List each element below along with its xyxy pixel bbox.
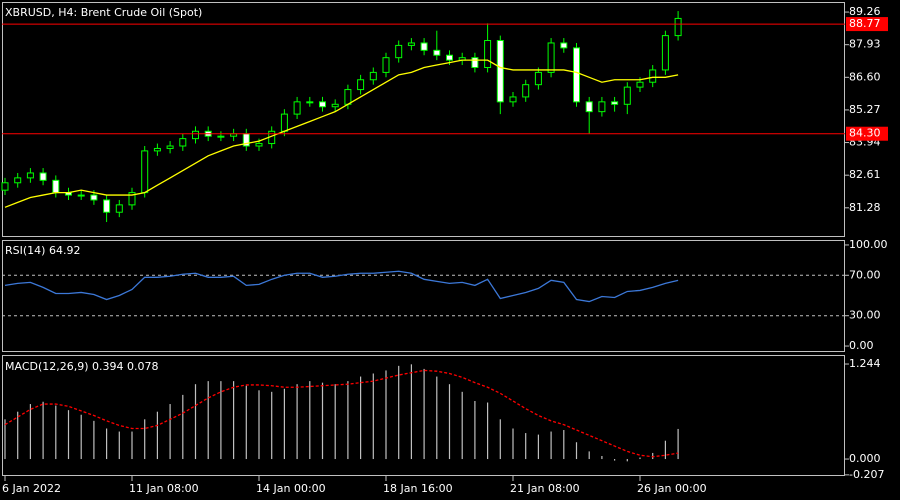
y-tick-label: 85.27 bbox=[849, 103, 881, 116]
candle-body bbox=[280, 113, 288, 132]
candle-body bbox=[293, 101, 301, 115]
candle-body bbox=[14, 177, 22, 184]
candle-body bbox=[446, 54, 453, 61]
moving-average bbox=[4, 59, 679, 208]
y-tick-label: 1.244 bbox=[849, 357, 881, 370]
x-tick-label: 14 Jan 00:00 bbox=[256, 482, 326, 495]
y-tick-label: 89.26 bbox=[849, 5, 881, 18]
candle-body bbox=[598, 101, 606, 113]
x-tick-label: 26 Jan 00:00 bbox=[637, 482, 707, 495]
candle-body bbox=[255, 143, 263, 147]
candle-body bbox=[496, 40, 504, 103]
candle-body bbox=[331, 103, 339, 108]
y-tick-label: 86.60 bbox=[849, 70, 881, 83]
candle-body bbox=[153, 147, 161, 152]
candle-body bbox=[52, 179, 60, 194]
y-tick-label: 100.00 bbox=[849, 238, 888, 251]
candle-body bbox=[522, 84, 530, 98]
candle-body bbox=[319, 101, 326, 108]
candle-body bbox=[674, 17, 682, 37]
candle-body bbox=[661, 35, 669, 71]
y-tick-label: 87.93 bbox=[849, 38, 881, 51]
candle-body bbox=[382, 57, 390, 73]
price-line-label-bg bbox=[846, 17, 888, 32]
candle-body bbox=[39, 172, 47, 181]
candle-body bbox=[141, 150, 149, 194]
candle-body bbox=[547, 42, 555, 73]
candle-body bbox=[484, 40, 492, 68]
y-tick-label: -0.207 bbox=[849, 468, 884, 481]
candle-body bbox=[217, 135, 225, 138]
rsi-line bbox=[4, 270, 679, 303]
candle-body bbox=[560, 42, 568, 49]
candle-body bbox=[128, 192, 136, 206]
candle-body bbox=[166, 145, 174, 149]
candle-body bbox=[344, 89, 352, 105]
candle-body bbox=[534, 71, 542, 86]
price-line-label: 84.30 bbox=[849, 127, 881, 140]
candle-body bbox=[90, 194, 98, 201]
price-line-label: 88.77 bbox=[849, 17, 881, 30]
x-tick-label: 11 Jan 08:00 bbox=[129, 482, 199, 495]
panel-title: RSI(14) 64.92 bbox=[5, 244, 80, 257]
candle-body bbox=[115, 204, 123, 213]
x-tick-label: 18 Jan 16:00 bbox=[383, 482, 453, 495]
candle-body bbox=[611, 101, 619, 105]
candle-body bbox=[585, 101, 593, 113]
candle-body bbox=[1, 182, 9, 191]
candle-body bbox=[103, 199, 111, 213]
panel-title: XBRUSD, H4: Brent Crude Oil (Spot) bbox=[5, 6, 202, 19]
candle-body bbox=[369, 71, 377, 81]
candle-body bbox=[623, 86, 631, 105]
y-tick-label: 0.000 bbox=[849, 452, 881, 465]
candle-body bbox=[433, 49, 441, 56]
price-panel bbox=[2, 2, 845, 237]
candle-body bbox=[407, 42, 415, 46]
candle-body bbox=[192, 130, 199, 140]
y-tick-label: 82.61 bbox=[849, 168, 881, 181]
y-tick-label: 70.00 bbox=[849, 268, 881, 281]
rsi-panel bbox=[2, 240, 845, 352]
y-tick-label: 0.00 bbox=[849, 339, 874, 352]
candle-body bbox=[471, 57, 479, 68]
candle-body bbox=[573, 47, 580, 103]
candle-body bbox=[179, 138, 187, 147]
macd-panel bbox=[2, 355, 845, 476]
candle-body bbox=[649, 69, 657, 83]
candle-body bbox=[306, 101, 314, 104]
candle-body bbox=[636, 81, 644, 88]
y-tick-label: 81.28 bbox=[849, 201, 881, 214]
x-tick-label: 21 Jan 08:00 bbox=[510, 482, 580, 495]
candle-body bbox=[395, 44, 403, 59]
x-tick-label: 6 Jan 2022 bbox=[2, 482, 61, 495]
panel-title: MACD(12,26,9) 0.394 0.078 bbox=[5, 360, 159, 373]
candle-body bbox=[357, 79, 365, 91]
candle-body bbox=[420, 42, 428, 51]
y-tick-label: 30.00 bbox=[849, 309, 881, 322]
signal-line bbox=[4, 369, 679, 458]
price-line-label-bg bbox=[846, 126, 888, 141]
candle-body bbox=[509, 96, 517, 103]
candle-body bbox=[26, 172, 34, 179]
candle-body bbox=[77, 194, 85, 197]
